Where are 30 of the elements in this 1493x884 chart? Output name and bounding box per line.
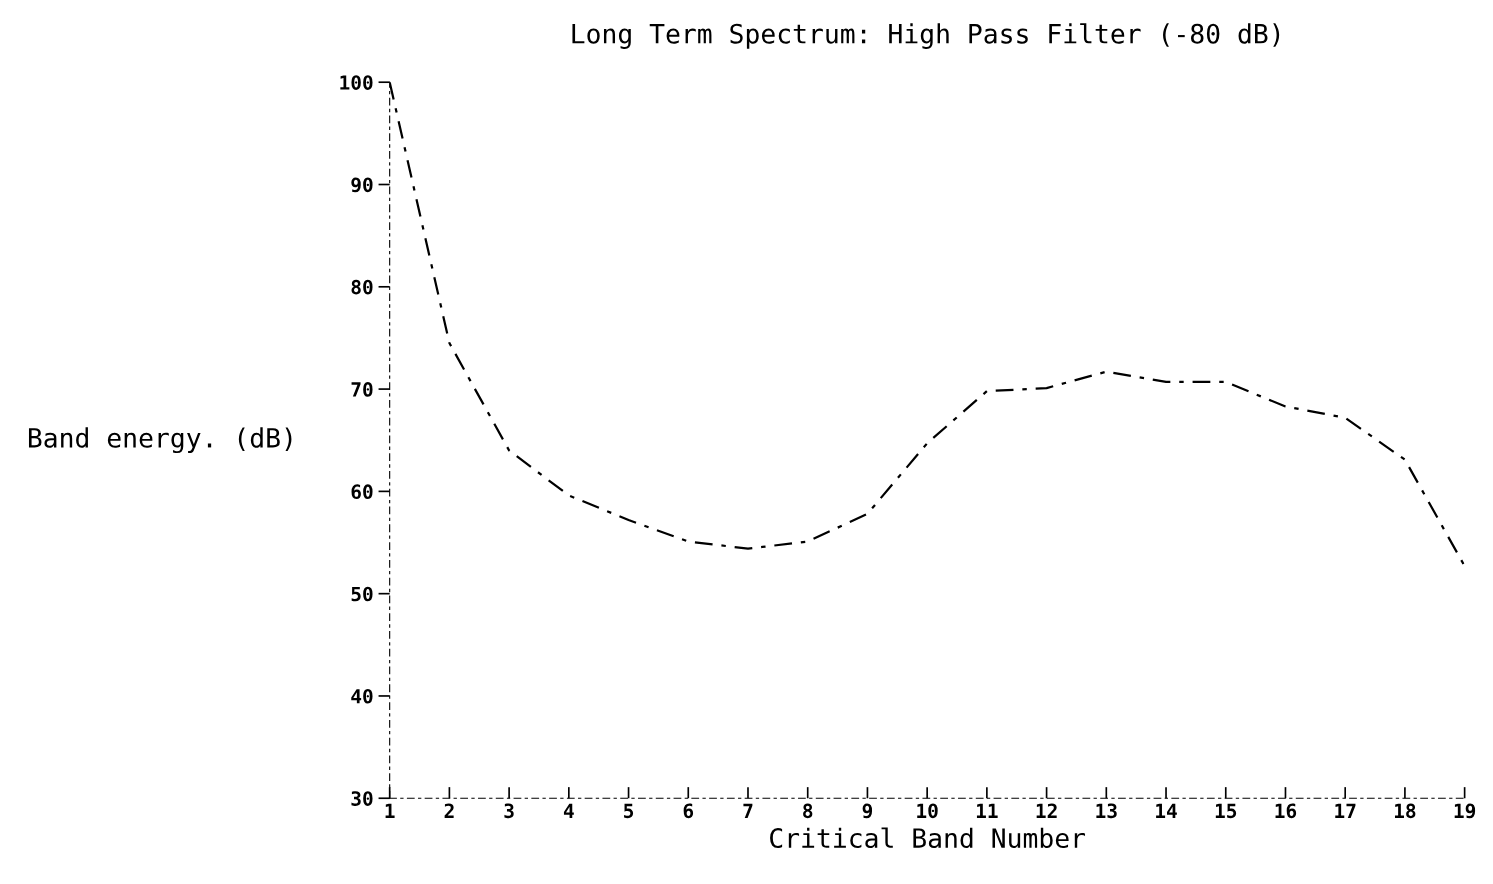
x-tick-label: 10 (917, 803, 938, 819)
x-tick-label: 12 (1036, 803, 1057, 818)
x-tick-label: 9 (862, 803, 873, 819)
y-tick-label: 60 (351, 484, 373, 500)
y-tick-label: 40 (351, 688, 373, 704)
y-axis-title: Band energy. (dB) (28, 427, 292, 454)
y-tick-label: 30 (351, 791, 373, 806)
x-tick-label: 1 (385, 803, 395, 818)
x-tick-label: 3 (504, 803, 514, 819)
x-tick-label: 7 (743, 803, 753, 818)
x-tick-label: 18 (1394, 803, 1416, 819)
x-axis-title: Critical Band Number (770, 827, 1086, 849)
y-tick-label: 100 (340, 75, 373, 90)
x-tick-label: 2 (444, 803, 454, 818)
x-tick-label: 6 (683, 803, 694, 819)
x-tick-label: 15 (1215, 803, 1237, 819)
y-tick-label: 50 (351, 586, 373, 602)
y-tick-label: 80 (351, 279, 373, 295)
x-tick-label: 11 (976, 803, 998, 818)
x-tick-label: 4 (563, 803, 574, 818)
x-tick-label: 8 (803, 803, 813, 819)
x-tick-label: 19 (1454, 803, 1476, 819)
y-tick-label: 70 (351, 382, 373, 397)
x-tick-label: 16 (1275, 803, 1297, 819)
x-tick-label: 13 (1096, 803, 1117, 819)
x-tick-label: 17 (1335, 803, 1356, 818)
chart-title: Long Term Spectrum: High Pass Filter (-80 dB) (572, 23, 1280, 49)
y-tick-label: 90 (351, 177, 373, 193)
x-tick-label: 5 (624, 803, 634, 819)
x-tick-label: 14 (1156, 803, 1177, 818)
